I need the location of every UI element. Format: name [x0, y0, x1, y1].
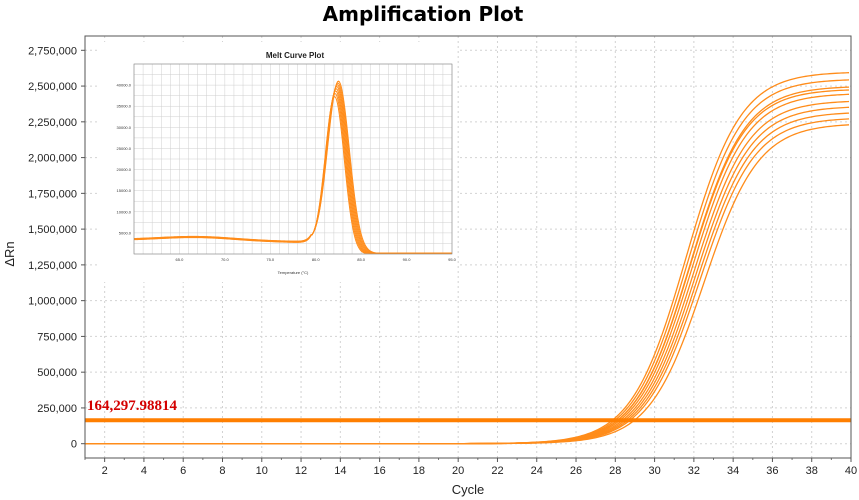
amplification-curve — [85, 89, 850, 445]
inset-x-axis-label: Temperature (°C) — [278, 270, 309, 275]
inset-x-tick-label: 90.0 — [403, 257, 412, 262]
inset-background — [97, 42, 457, 282]
x-tick-label: 4 — [141, 465, 147, 477]
x-tick-label: 32 — [688, 465, 700, 477]
y-tick-label: 1,000,000 — [28, 296, 77, 308]
y-tick-label: 1,750,000 — [28, 188, 77, 200]
plot-frame — [84, 35, 852, 459]
x-tick-label: 34 — [727, 465, 739, 477]
inset-y-tick-label: 20000.0 — [117, 167, 132, 172]
inset-x-ticks: 65.0 70.0 75.0 80.0 85.0 90.0 95.0 — [176, 257, 457, 262]
x-axis-ticks: 2 4 6 8 10 12 14 16 18 20 22 24 26 28 30 32 34 36 38 40 — [84, 458, 857, 477]
y-tick-label: 2,000,000 — [28, 153, 77, 165]
x-tick-label: 2 — [102, 465, 108, 477]
inset-x-tick-label: 95.0 — [448, 257, 457, 262]
inset-y-tick-label: 35000.0 — [117, 104, 132, 109]
x-tick-label: 28 — [609, 465, 621, 477]
x-tick-label: 8 — [219, 465, 225, 477]
y-tick-label: 2,500,000 — [28, 81, 77, 93]
x-tick-label: 12 — [295, 465, 307, 477]
x-tick-label: 14 — [334, 465, 346, 477]
inset-x-tick-label: 80.0 — [312, 257, 321, 262]
x-tick-label: 40 — [845, 465, 857, 477]
x-tick-label: 26 — [570, 465, 582, 477]
melt-curve-inset: Melt Curve Plot 5000.0 10000.0 15000.0 2000… — [97, 42, 457, 282]
y-tick-label: 750,000 — [37, 331, 77, 343]
inset-y-ticks: 5000.0 10000.0 15000.0 20000.0 25000.0 30000.… — [117, 83, 132, 236]
x-tick-label: 10 — [256, 465, 268, 477]
inset-x-tick-label: 70.0 — [221, 257, 230, 262]
x-tick-label: 30 — [648, 465, 660, 477]
y-tick-label: 2,250,000 — [28, 117, 77, 129]
inset-plot-frame — [133, 63, 453, 255]
amplification-curves — [85, 72, 850, 445]
inset-y-tick-label: 10000.0 — [117, 209, 132, 214]
x-tick-label: 6 — [180, 465, 186, 477]
melt-curves — [133, 80, 452, 254]
chart-title: Amplification Plot — [323, 2, 524, 26]
inset-y-tick-label: 5000.0 — [119, 230, 132, 235]
y-axis-ticks: 0 250,000 500,000 750,000 1,000,000 1,250,000… — [28, 45, 85, 451]
x-axis-label: Cycle — [452, 482, 485, 497]
y-tick-label: 0 — [71, 439, 77, 451]
x-tick-label: 18 — [413, 465, 425, 477]
x-tick-label: 38 — [806, 465, 818, 477]
inset-x-tick-label: 75.0 — [266, 257, 275, 262]
y-tick-label: 1,250,000 — [28, 260, 77, 272]
x-tick-label: 20 — [452, 465, 464, 477]
x-tick-label: 16 — [373, 465, 385, 477]
y-axis-label: ΔRn — [2, 241, 17, 266]
inset-title: Melt Curve Plot — [266, 51, 325, 60]
inset-x-tick-label: 85.0 — [357, 257, 366, 262]
y-tick-label: 500,000 — [37, 367, 77, 379]
x-tick-label: 24 — [531, 465, 543, 477]
inset-y-tick-label: 40000.0 — [117, 83, 132, 88]
y-tick-label: 1,500,000 — [28, 224, 77, 236]
y-tick-label: 250,000 — [37, 403, 77, 415]
inset-y-tick-label: 25000.0 — [117, 146, 132, 151]
y-tick-label: 2,750,000 — [28, 45, 77, 57]
inset-x-tick-label: 65.0 — [176, 257, 185, 262]
x-tick-label: 36 — [766, 465, 778, 477]
x-tick-label: 22 — [491, 465, 503, 477]
threshold-label: 164,297.98814 — [87, 398, 178, 414]
inset-y-tick-label: 30000.0 — [117, 125, 132, 130]
inset-y-tick-label: 15000.0 — [117, 188, 132, 193]
melt-curve — [133, 80, 452, 254]
